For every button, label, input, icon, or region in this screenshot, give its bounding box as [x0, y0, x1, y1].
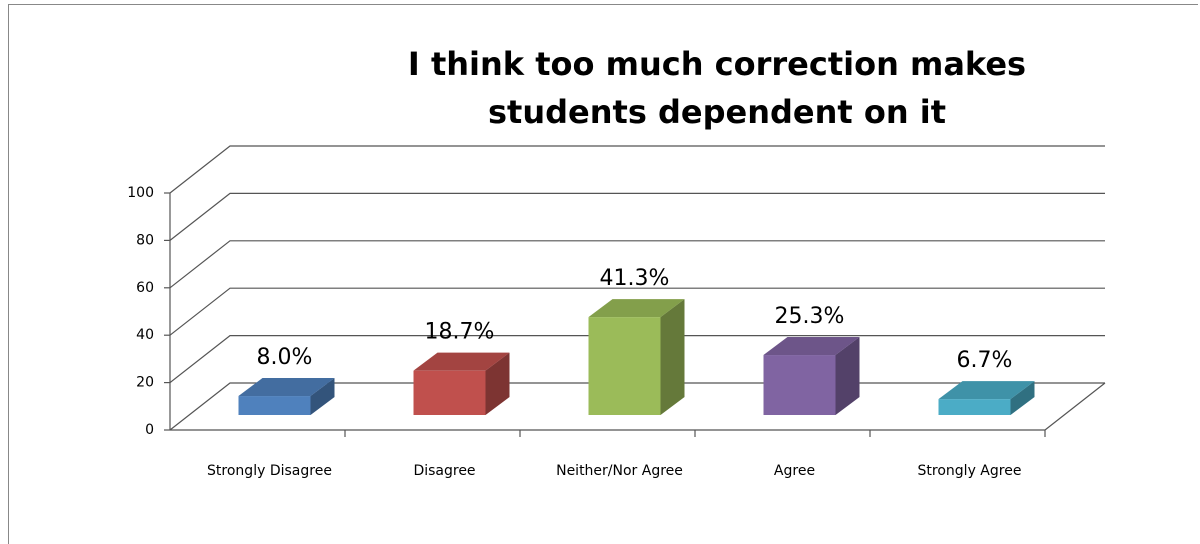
bar-side-shade: [835, 337, 860, 415]
bar-side: [1010, 381, 1035, 415]
bar-top-shade: [588, 299, 685, 318]
bar: [938, 399, 1011, 415]
bar-side-shade: [660, 299, 685, 415]
y-tick-label: 80: [136, 232, 154, 248]
value-label: 25.3%: [775, 304, 845, 329]
chart-title: I think too much correction makes studen…: [407, 45, 1027, 131]
bar-top: [938, 381, 1035, 400]
grid-line: [169, 192, 1105, 241]
bar-side-shade: [1010, 381, 1035, 415]
bar-side: [660, 299, 685, 415]
value-label: 6.7%: [957, 348, 1013, 373]
x-tick-label: Strongly Disagree: [207, 463, 332, 479]
bar: [238, 396, 311, 415]
bar-side: [485, 352, 510, 415]
bar: [588, 317, 661, 415]
x-tick-label: Agree: [773, 463, 816, 479]
bar-side-shade: [310, 378, 335, 415]
x-tick-label: Disagree: [413, 463, 476, 479]
value-label: 41.3%: [600, 266, 670, 291]
bar-top: [588, 299, 685, 318]
bar-top-shade: [238, 378, 335, 397]
grid-line: [169, 287, 1105, 336]
bar-top: [413, 352, 510, 371]
bar-top-shade: [938, 381, 1035, 400]
bar-top: [238, 378, 335, 397]
y-tick-label: 100: [127, 185, 154, 201]
bar-side-shade: [485, 352, 510, 415]
y-tick-label: 0: [145, 422, 154, 438]
x-tick-label: Strongly Agree: [917, 463, 1022, 479]
value-label: 8.0%: [257, 345, 313, 370]
bar-top-shade: [763, 337, 860, 356]
bar: [413, 370, 486, 415]
y-tick-label: 20: [136, 375, 154, 391]
value-label: 18.7%: [425, 320, 495, 345]
grid-line: [169, 335, 1105, 384]
chart-frame: [8, 4, 1198, 544]
bar-side: [835, 337, 860, 415]
grid-line: [169, 240, 1105, 289]
bar-top-shade: [413, 352, 510, 371]
grid-line: [169, 145, 1105, 194]
bar-side: [310, 378, 335, 415]
x-tick-label: Neither/Nor Agree: [556, 463, 683, 479]
y-tick-label: 60: [136, 280, 154, 296]
y-tick-label: 40: [136, 327, 154, 343]
bar-top: [763, 337, 860, 356]
bar: [763, 355, 836, 415]
